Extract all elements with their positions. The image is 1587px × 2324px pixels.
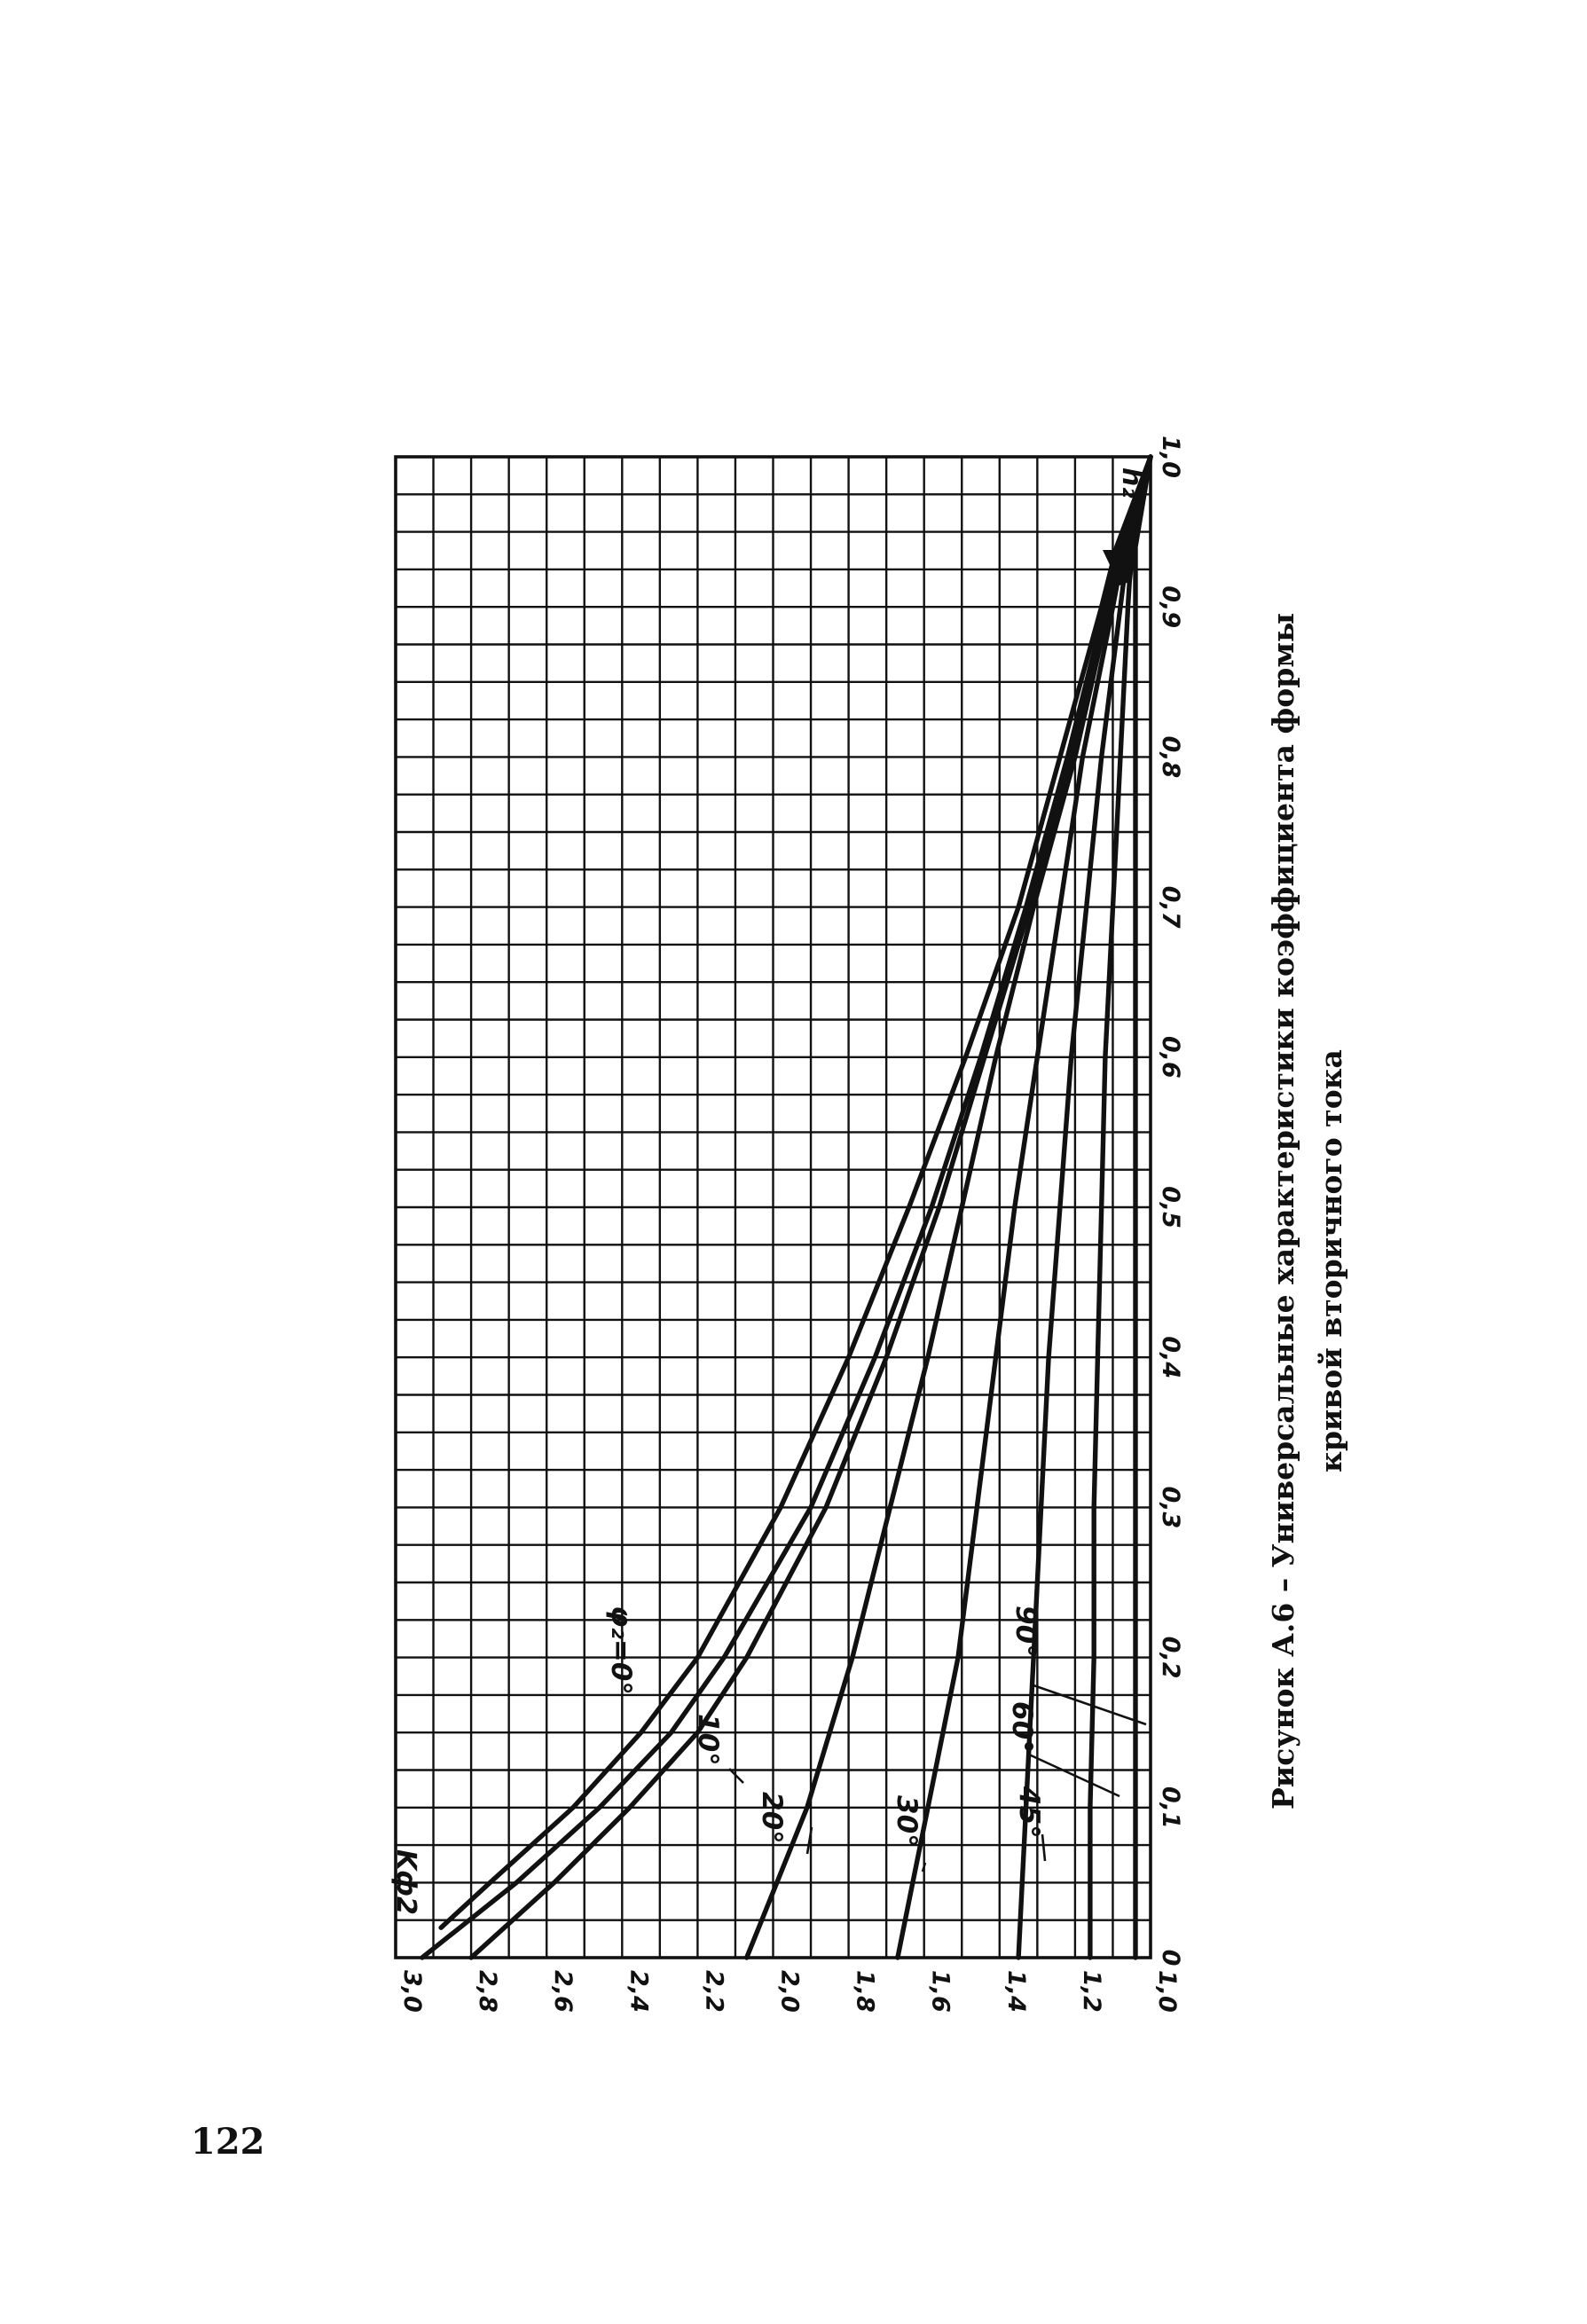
chart-tick-labels: 1,0 1,2 1,4 1,6 1,8 2,0 2,2 2,4 2,6 2,8 3,0 0 0,1 0,2…: [398, 436, 1184, 2013]
y-tick-label-9: 2,8: [474, 1970, 501, 2013]
page-number: 122: [191, 2121, 265, 2163]
x-tick-label-0: 0: [1157, 1950, 1184, 1967]
y-tick-label-1: 1,2: [1078, 1970, 1105, 2013]
y-tick-label-7: 2,4: [625, 1970, 652, 2013]
series-leader-3: [805, 1826, 813, 1855]
convergence-mark: [1103, 550, 1135, 585]
x-tick-label-7: 0,7: [1157, 886, 1184, 929]
x-tick-label-2: 0,2: [1157, 1637, 1184, 1679]
x-tick-label-1: 0,1: [1157, 1786, 1184, 1829]
x-tick-label-4: 0,4: [1157, 1336, 1184, 1378]
y-tick-label-10: 3,0: [398, 1970, 426, 2013]
x-tick-label-9: 0,9: [1157, 585, 1184, 628]
chart-frame: [394, 455, 1152, 1959]
y-tick-label-4: 1,8: [852, 1970, 879, 2013]
series-leader-5: [1041, 1833, 1047, 1862]
series-leader-1: [728, 1768, 744, 1784]
y-tick-label-3: 1,6: [927, 1970, 955, 2013]
series-label-7: 90°: [1010, 1606, 1041, 1658]
series-line-4: [895, 454, 1153, 1960]
series-leader-6: [1028, 1753, 1120, 1798]
y-tick-label-5: 2,0: [776, 1970, 804, 2013]
x-tick-label-10: 1,0: [1157, 436, 1184, 478]
y-axis-name: Kф2: [390, 1849, 421, 1915]
y-tick-label-6: 2,2: [700, 1970, 727, 2013]
series-line-6: [1088, 454, 1153, 1960]
series-label-5: 45°: [1013, 1786, 1045, 1839]
chart-series: [420, 454, 1153, 1960]
series-label-3: 20°: [756, 1792, 788, 1844]
chart-curve-labels: h₂ Kф2 φ₂=0° 10° 20° 30° 45° 60° 90°: [390, 467, 1147, 1915]
series-label-4: 30°: [891, 1795, 923, 1848]
caption-block: Рисунок А.6 – Универсальные характеристи…: [1266, 613, 1300, 1810]
y-tick-label-0: 1,0: [1153, 1970, 1181, 2013]
series-line-0: [438, 454, 1153, 1930]
series-line-5: [1016, 454, 1153, 1960]
series-label-1: 10°: [692, 1714, 724, 1766]
series-label-6: 60°: [1006, 1701, 1038, 1754]
x-tick-label-6: 0,6: [1157, 1036, 1184, 1079]
series-line-3: [744, 454, 1153, 1960]
figure-caption-line-2: кривой вторичного тока: [1314, 1049, 1348, 1472]
x-axis-name: h₂: [1116, 467, 1147, 499]
series-line-1: [420, 454, 1153, 1960]
series-leader-7: [1033, 1684, 1147, 1726]
x-tick-label-3: 0,3: [1157, 1486, 1184, 1528]
series-label-0: φ₂=0°: [605, 1606, 637, 1695]
figure-caption-line-1: Рисунок А.6 – Универсальные характеристи…: [1266, 613, 1300, 1810]
plot-frame: [394, 455, 1152, 1959]
series-line-7: [1133, 454, 1153, 1960]
x-tick-label-8: 0,8: [1157, 735, 1184, 778]
x-tick-label-5: 0,5: [1157, 1186, 1184, 1229]
y-tick-label-8: 2,6: [549, 1970, 577, 2013]
series-leader-4: [921, 1862, 927, 1873]
y-tick-label-2: 1,4: [1002, 1970, 1030, 2013]
